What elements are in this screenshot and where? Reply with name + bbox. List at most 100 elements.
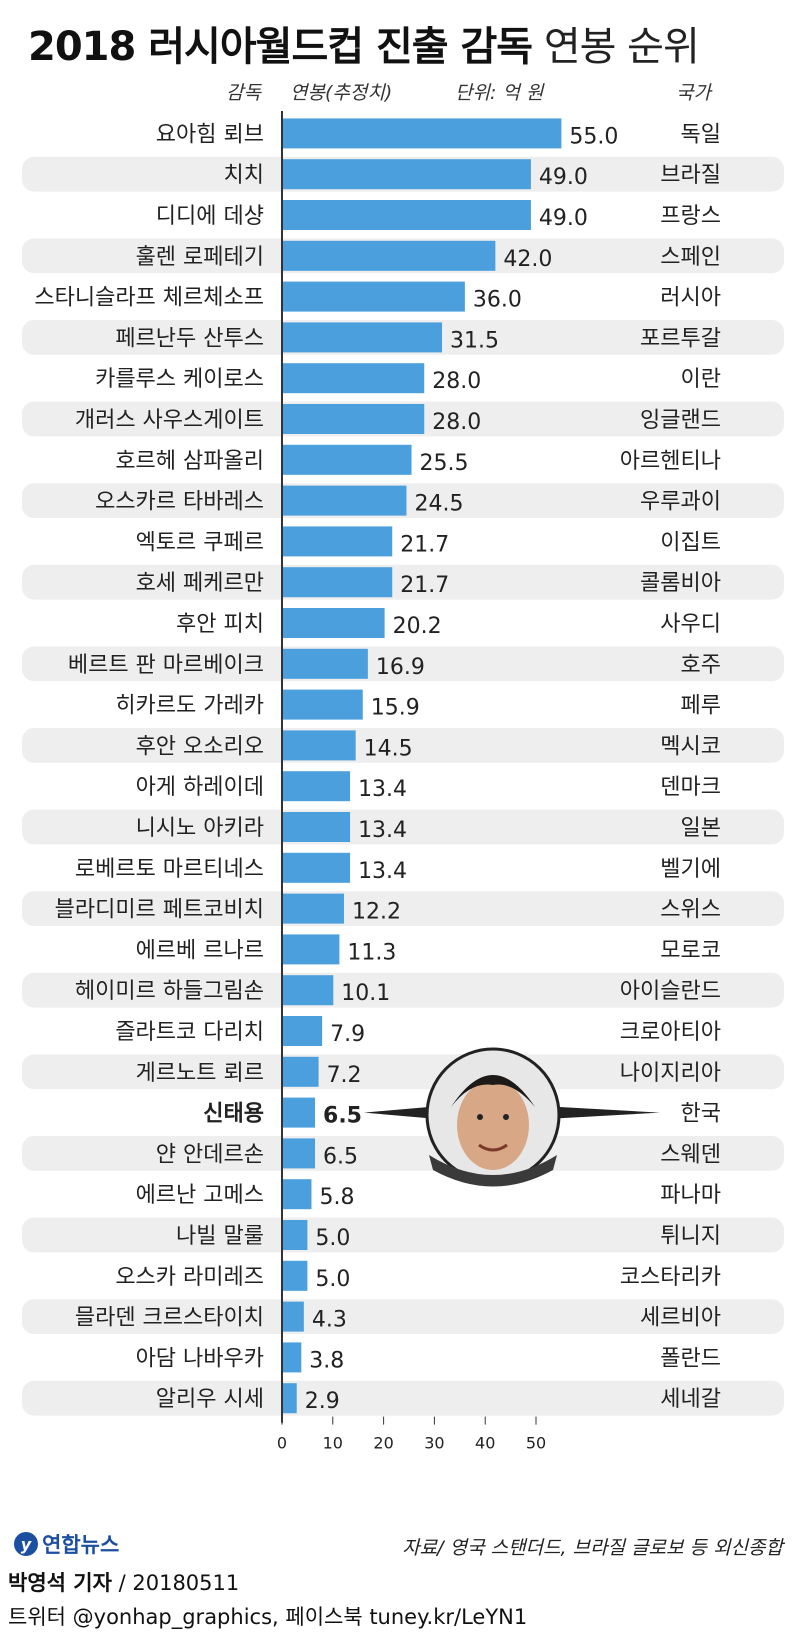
- page-title: 2018 러시아월드컵 진출 감독 연봉 순위: [28, 14, 700, 72]
- coach-column-header: 감독: [226, 82, 261, 104]
- value-label: 42.0: [503, 247, 552, 272]
- value-label: 7.9: [330, 1022, 365, 1047]
- country-label: 벨기에: [660, 857, 721, 882]
- portrait-shoulders: [429, 1155, 557, 1187]
- reporter-credit: 박영석 기자 / 20180511: [8, 1567, 239, 1597]
- bar: [282, 1342, 302, 1373]
- bar: [282, 1056, 319, 1087]
- coach-name-label: 카를루스 케이로스: [95, 367, 264, 392]
- bar: [282, 363, 425, 394]
- value-label: 10.1: [341, 981, 390, 1006]
- country-column-header: 국가: [676, 82, 711, 104]
- callout-pointer-right: [553, 1106, 660, 1119]
- bar: [282, 893, 344, 924]
- coach-name-label: 아게 하레이데: [136, 775, 264, 800]
- bar: [282, 159, 531, 190]
- value-label: 31.5: [450, 328, 499, 353]
- value-label: 24.5: [414, 492, 463, 517]
- yonhap-logo: y 연합뉴스: [14, 1529, 119, 1559]
- row-stripe: [22, 728, 784, 763]
- country-label: 이란: [681, 367, 721, 392]
- value-label: 49.0: [539, 165, 588, 190]
- value-label: 55.0: [569, 124, 618, 149]
- value-label: 36.0: [473, 288, 522, 313]
- country-label: 스웨덴: [660, 1142, 721, 1167]
- bar: [282, 1138, 316, 1169]
- value-label: 7.2: [327, 1063, 362, 1088]
- title-light: 연봉 순위: [543, 24, 700, 70]
- row-stripe: [22, 809, 784, 845]
- coach-name-label: 알리우 시세: [156, 1387, 264, 1412]
- value-label: 13.4: [358, 818, 407, 843]
- row-stripe: [22, 972, 784, 1008]
- coach-name-label: 즐라트코 다리치: [115, 1020, 264, 1045]
- country-label: 포르투갈: [640, 326, 721, 351]
- country-label: 이집트: [660, 530, 721, 555]
- coach-name-label: 니시노 아키라: [136, 816, 264, 841]
- country-label: 한국: [681, 1102, 721, 1127]
- coach-name-label: 에르난 고메스: [136, 1183, 264, 1208]
- country-label: 프랑스: [660, 204, 721, 229]
- bar: [282, 1016, 323, 1046]
- country-label: 폴란드: [660, 1346, 721, 1371]
- row-stripe: [22, 1299, 784, 1334]
- row-stripe: [22, 891, 784, 926]
- x-tick-label: 20: [373, 1434, 393, 1453]
- country-label: 크로아티아: [620, 1020, 721, 1045]
- coach-name-label: 후안 피치: [176, 612, 264, 637]
- bar: [282, 404, 425, 434]
- bar: [282, 1383, 297, 1414]
- value-label: 4.3: [312, 1308, 347, 1333]
- country-label: 덴마크: [660, 775, 721, 800]
- country-label: 러시아: [660, 286, 721, 311]
- country-label: 코스타리카: [620, 1265, 721, 1290]
- coach-name-label: 얀 안데르손: [156, 1142, 264, 1167]
- value-label: 28.0: [432, 369, 481, 394]
- country-label: 세르비아: [640, 1306, 721, 1331]
- value-label: 5.0: [315, 1267, 350, 1292]
- bar: [282, 771, 351, 802]
- yonhap-logo-text: 연합뉴스: [42, 1533, 120, 1557]
- bar: [282, 852, 351, 883]
- row-stripe: [22, 1380, 784, 1416]
- country-label: 브라질: [660, 163, 721, 188]
- country-label: 파나마: [660, 1183, 721, 1208]
- row-stripe: [22, 646, 784, 682]
- bar: [282, 1220, 308, 1250]
- value-label: 25.5: [420, 451, 469, 476]
- portrait-mouth: [478, 1143, 508, 1152]
- coach-name-label: 치치: [224, 163, 264, 188]
- bar: [282, 730, 356, 761]
- coach-name-label: 훌렌 로페테기: [136, 245, 264, 270]
- row-stripe: [22, 1054, 784, 1090]
- x-tick-label: 40: [475, 1434, 495, 1453]
- value-label: 13.4: [358, 859, 407, 884]
- coach-name-label: 호세 페케르만: [136, 571, 264, 596]
- bar: [282, 1301, 304, 1332]
- reporter-name: 박영석 기자: [8, 1571, 112, 1595]
- bar: [282, 526, 393, 557]
- portrait-eye-left: [477, 1114, 483, 1120]
- bar: [282, 689, 363, 720]
- x-tick-label: 10: [323, 1434, 343, 1453]
- bar: [282, 1260, 308, 1291]
- country-label: 콜롬비아: [640, 571, 721, 596]
- portrait-face: [457, 1080, 529, 1170]
- value-label: 13.4: [358, 777, 407, 802]
- coach-name-label: 엑토르 쿠페르: [136, 530, 264, 555]
- bar: [282, 444, 412, 475]
- value-label: 2.9: [305, 1389, 340, 1414]
- country-label: 우루과이: [640, 490, 721, 515]
- title-bold: 2018 러시아월드컵 진출 감독: [28, 24, 533, 70]
- bar: [282, 1179, 312, 1210]
- bar: [282, 118, 562, 149]
- x-tick-label: 0: [277, 1434, 287, 1453]
- x-tick-label: 50: [526, 1434, 546, 1453]
- x-tick-label: 30: [424, 1434, 444, 1453]
- row-stripe: [22, 1217, 784, 1253]
- bar: [282, 281, 465, 312]
- country-label: 일본: [681, 816, 721, 841]
- coach-name-label: 오스카 라미레즈: [115, 1265, 264, 1290]
- salary-column-header: 연봉(추정치): [290, 82, 393, 104]
